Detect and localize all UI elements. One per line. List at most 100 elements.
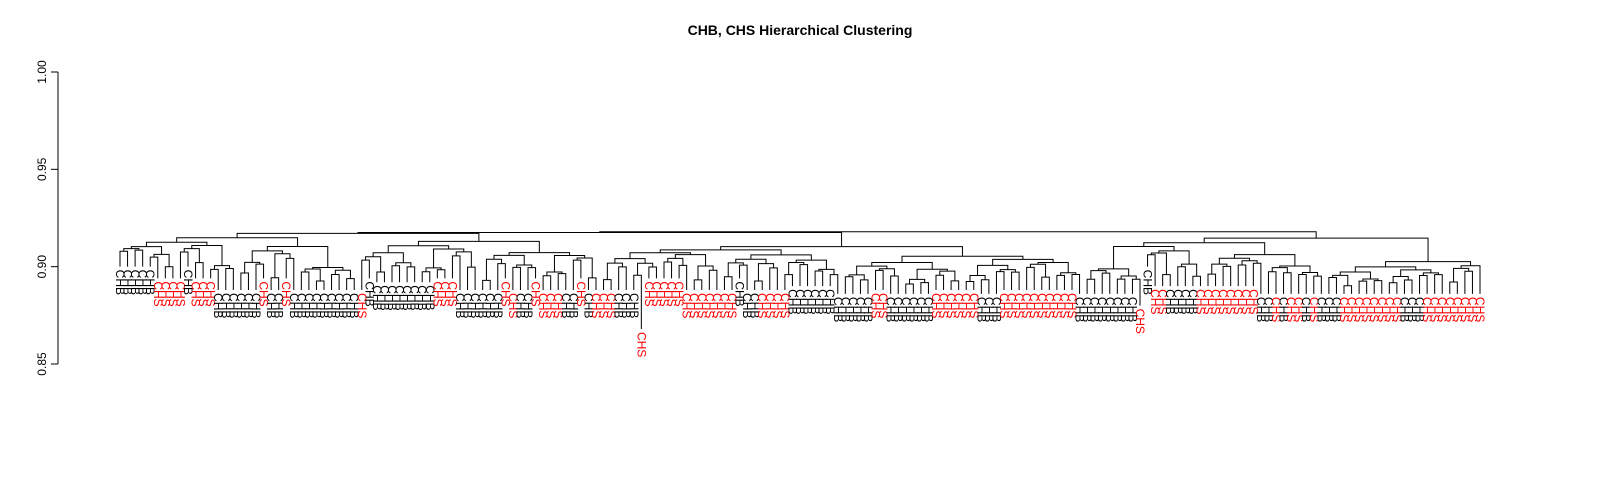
dendrogram-branch bbox=[1162, 274, 1171, 287]
leaf-label: CHS bbox=[937, 293, 951, 318]
leaf-label: CHB bbox=[906, 297, 920, 322]
dendrogram-branch bbox=[365, 256, 382, 272]
leaf-label: CHB bbox=[362, 281, 376, 306]
leaf-label: CHB bbox=[808, 289, 822, 314]
dendrogram-branch bbox=[818, 268, 835, 275]
dendrogram-branch bbox=[844, 276, 854, 294]
dendrogram-branch bbox=[875, 269, 884, 291]
leaf-label: CHB bbox=[325, 293, 339, 318]
leaf-label: CHB bbox=[1254, 297, 1268, 322]
dendrogram-branch bbox=[614, 258, 646, 264]
dendrogram-branch bbox=[1388, 282, 1398, 294]
dendrogram-branch bbox=[920, 282, 929, 294]
leaf-label: CHB bbox=[801, 289, 815, 314]
leaf-label: CHB bbox=[1095, 297, 1109, 322]
dendrogram-branch bbox=[417, 240, 540, 253]
leaf-label: CHB bbox=[838, 297, 852, 322]
dendrogram-branch bbox=[512, 266, 521, 291]
dendrogram-branch bbox=[603, 279, 612, 291]
leaf-label: CHB bbox=[1178, 289, 1192, 314]
dendrogram-branch bbox=[1041, 276, 1050, 291]
leaf-label: CHS bbox=[649, 281, 663, 306]
leaf-label: CHS bbox=[1065, 293, 1079, 318]
dendrogram-branch bbox=[1131, 278, 1141, 306]
leaf-label: CHB bbox=[143, 270, 157, 295]
dendrogram-branch bbox=[1332, 274, 1349, 286]
leaf-label: CHS bbox=[506, 293, 520, 318]
dendrogram-branch bbox=[1453, 267, 1470, 282]
leaf-label: CHB bbox=[491, 293, 505, 318]
dendrogram-branch bbox=[315, 280, 325, 291]
leaf-label: CHS bbox=[763, 293, 777, 318]
leaf-label: CHB bbox=[370, 285, 384, 310]
dendrogram-branch bbox=[1241, 260, 1258, 265]
leaf-label: CHS bbox=[1473, 297, 1487, 322]
dendrogram-branch bbox=[629, 252, 691, 259]
dendrogram-branch bbox=[274, 253, 291, 278]
dendrogram-branch bbox=[1116, 278, 1126, 294]
dendrogram-branch bbox=[1181, 263, 1198, 277]
leaf-label: CHB bbox=[513, 293, 527, 318]
leaf-label: CHB bbox=[385, 285, 399, 310]
leaf-label: CHS bbox=[445, 281, 459, 306]
dendrogram-branch bbox=[576, 257, 593, 278]
dendrogram-branch bbox=[829, 274, 839, 294]
leaf-label: CHS bbox=[1345, 297, 1359, 322]
dendrogram-branch bbox=[195, 262, 204, 279]
dendrogram-branch bbox=[1233, 254, 1296, 267]
dendrogram-branch bbox=[179, 251, 189, 279]
leaf-label: CHB bbox=[408, 285, 422, 310]
leaf-label: CHB bbox=[121, 270, 135, 295]
leaf-label: CHS bbox=[1390, 297, 1404, 322]
leaf-label: CHB bbox=[468, 293, 482, 318]
dendrogram-branch bbox=[723, 276, 733, 291]
leaf-label: CHB bbox=[891, 297, 905, 322]
leaf-label: CHB bbox=[234, 293, 248, 318]
dendrogram-branch bbox=[1422, 272, 1439, 276]
leaf-label: CHB bbox=[982, 297, 996, 322]
leaf-label: CHS bbox=[204, 281, 218, 306]
dendrogram-branch bbox=[1029, 263, 1047, 278]
dendrogram-branch bbox=[950, 280, 960, 291]
dendrogram-branch bbox=[391, 265, 401, 283]
dendrogram-branch bbox=[210, 268, 219, 291]
leaf-label: CHS bbox=[529, 281, 543, 306]
leaf-label: CHB bbox=[1277, 297, 1291, 322]
leaf-label: CHB bbox=[521, 293, 535, 318]
leaf-label: CHS bbox=[1428, 297, 1442, 322]
dendrogram-branch bbox=[757, 263, 775, 281]
leaf-label: CHB bbox=[347, 293, 361, 318]
leaf-label: CHS bbox=[189, 281, 203, 306]
dendrogram-branch bbox=[1460, 265, 1481, 294]
dendrogram-branch bbox=[633, 274, 642, 329]
dendrogram-branch bbox=[1090, 270, 1107, 280]
dendrogram-branch bbox=[977, 264, 1009, 276]
leaf-label: CHS bbox=[778, 293, 792, 318]
dendrogram-branch bbox=[606, 262, 623, 280]
leaf-label: CHS bbox=[1284, 297, 1298, 322]
leaf-label: CHS bbox=[952, 293, 966, 318]
leaf-label: CHS bbox=[574, 281, 588, 306]
leaf-label: CHB bbox=[1103, 297, 1117, 322]
leaf-label: CHS bbox=[1360, 297, 1374, 322]
leaf-label: CHS bbox=[1050, 293, 1064, 318]
dendrogram-branch bbox=[1177, 266, 1186, 287]
dendrogram-branch bbox=[145, 241, 208, 247]
leaf-label: CHB bbox=[581, 293, 595, 318]
dendrogram-branch bbox=[304, 268, 321, 282]
leaf-label: CHS bbox=[196, 281, 210, 306]
leaf-label: CHS bbox=[1005, 293, 1019, 318]
leaf-label: CHS bbox=[1307, 297, 1321, 322]
dendrogram-branch bbox=[980, 279, 990, 294]
leaf-label: CHS bbox=[551, 293, 565, 318]
leaf-label: CHB bbox=[453, 293, 467, 318]
leaf-label: CHB bbox=[1299, 297, 1313, 322]
leaf-label: CHS bbox=[604, 293, 618, 318]
leaf-label: CHS bbox=[151, 281, 165, 306]
leaf-label: CHS bbox=[1216, 289, 1230, 314]
dendrogram-branch bbox=[697, 265, 714, 280]
leaf-labels: CHBCHBCHBCHBCHBCHSCHSCHSCHSCHBCHSCHSCHSC… bbox=[113, 270, 1487, 358]
leaf-label: CHS bbox=[430, 281, 444, 306]
dendrogram-branch bbox=[871, 262, 933, 270]
y-axis: 0.85 0.90 0.95 1.00 bbox=[35, 60, 59, 376]
